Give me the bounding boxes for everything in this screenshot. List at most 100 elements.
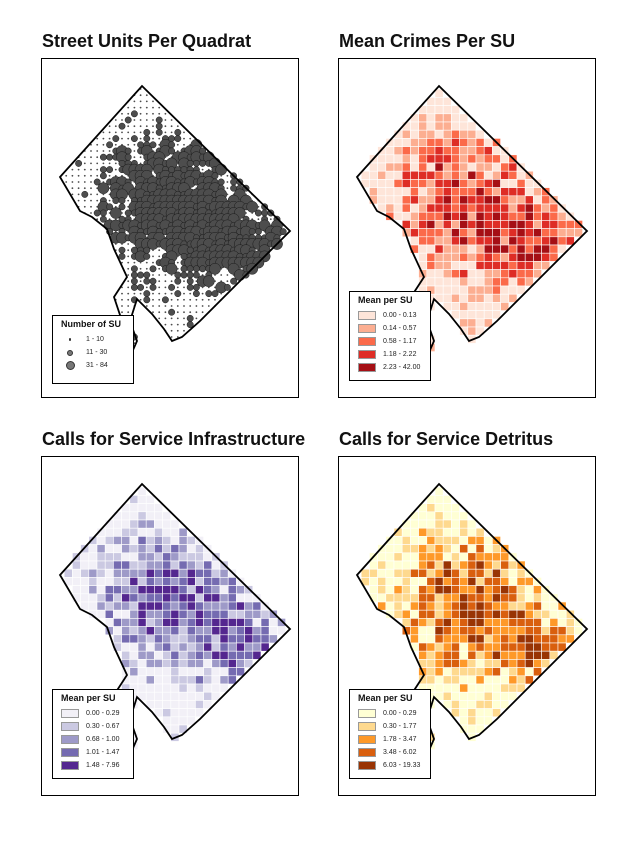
quadrat-cell [451,302,460,311]
quadrat-cell [203,618,213,627]
quadrat-cell [426,244,436,254]
quadrat-cell [459,220,469,229]
quadrat-cell [418,195,428,205]
quadrat-cell [475,162,485,172]
quadrat-point [158,112,161,115]
quadrat-cell [401,187,411,197]
quadrat-cell [401,609,411,619]
quadrat-cell [113,577,122,586]
quadrat-cell [492,310,501,320]
quadrat-point [164,119,167,121]
quadrat-cell [145,544,155,554]
quadrat-cell [516,203,526,213]
quadrat-cell [145,495,155,504]
quadrat-point [149,277,157,285]
quadrat-cell [442,113,452,123]
quadrat-cell [434,683,444,693]
quadrat-cell [434,486,444,496]
quadrat-cell [492,228,501,238]
quadrat-point [174,128,182,136]
quadrat-point [152,106,154,109]
quadrat-cell [426,568,436,578]
quadrat-point [176,267,179,270]
quadrat-cell [475,195,485,205]
quadrat-cell [434,536,444,545]
quadrat-cell [475,601,485,611]
quadrat-cell [154,675,163,685]
quadrat-cell [451,503,460,513]
quadrat-cell [170,560,180,570]
quadrat-cell [459,211,469,221]
quadrat-point [251,212,254,214]
quadrat-cell [418,609,428,619]
quadrat-cell [475,659,485,668]
quadrat-cell [500,691,510,701]
quadrat-cell [467,634,477,644]
quadrat-cell [211,601,221,611]
quadrat-cell [121,577,131,586]
quadrat-cell [500,252,510,262]
quadrat-point [207,305,210,307]
quadrat-point [168,283,176,291]
quadrat-point [143,252,151,260]
legend-item: 0.00 - 0.29 [61,707,133,720]
quadrat-cell [483,146,493,156]
quadrat-cell [178,691,188,701]
quadrat-cell [533,659,542,668]
quadrat-point [220,274,223,276]
quadrat-cell [467,724,477,734]
quadrat-cell [178,585,188,595]
quadrat-cell [401,552,411,562]
quadrat-cell [467,195,477,205]
quadrat-cell [162,675,172,685]
quadrat-point [121,212,123,214]
quadrat-cell [524,609,534,619]
quadrat-cell [145,691,155,701]
quadrat-cell [524,269,534,279]
legend-item: 0.00 - 0.29 [358,707,430,720]
quadrat-point [96,156,99,159]
quadrat-cell [410,560,419,570]
quadrat-cell [483,277,493,287]
quadrat-cell [219,659,229,668]
quadrat-cell [377,154,387,164]
quadrat-cell [418,560,428,570]
quadrat-cell [418,179,428,188]
quadrat-cell [500,277,510,287]
quadrat-point [183,292,185,295]
quadrat-cell [426,577,436,586]
quadrat-cell [500,601,510,611]
quadrat-cell [137,511,147,521]
quadrat-point [139,100,142,103]
quadrat-cell [467,203,477,213]
quadrat-cell [186,675,196,685]
quadrat-point [127,106,130,109]
quadrat-cell [203,634,213,644]
quadrat-cell [516,236,526,246]
quadrat-cell [549,252,559,262]
quadrat-point [127,137,130,140]
quadrat-cell [178,609,188,619]
quadrat-cell [129,634,139,644]
quadrat-point [183,131,185,134]
quadrat-point [174,135,182,143]
quadrat-cell [80,585,90,595]
quadrat-cell [426,203,436,213]
quadrat-cell [129,626,139,636]
quadrat-cell [442,650,452,660]
quadrat-cell [557,634,567,644]
quadrat-point [149,141,157,149]
quadrat-point [102,162,105,165]
quadrat-cell [541,609,551,619]
quadrat-point [133,119,136,121]
quadrat-cell [252,626,262,636]
quadrat-cell [219,650,229,660]
quadrat-point [183,311,185,314]
quadrat-cell [434,203,444,213]
quadrat-point [65,174,68,177]
quadrat-cell [211,593,221,603]
quadrat-cell [483,187,493,197]
quadrat-cell [418,618,428,627]
quadrat-cell [442,626,452,636]
quadrat-point [164,280,167,283]
